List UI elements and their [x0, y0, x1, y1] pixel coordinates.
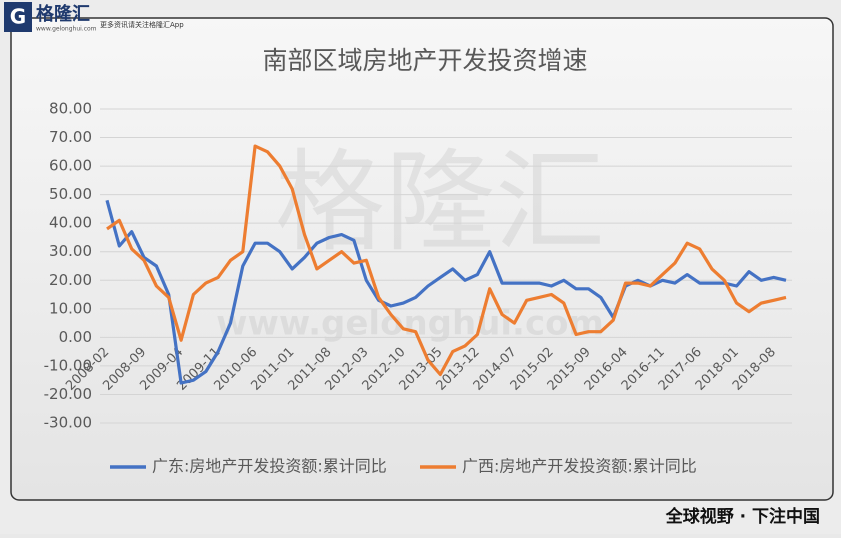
- y-tick-label: 70.00: [49, 128, 92, 146]
- legend-label: 广东:房地产开发投资额:累计同比: [152, 457, 387, 476]
- logo-mark: G: [10, 5, 26, 29]
- series-line: [105, 199, 787, 385]
- footer: 全球视野 · 下注中国: [665, 506, 820, 527]
- logo-site: www.gelonghui.com: [36, 26, 97, 33]
- y-tick-label: 60.00: [49, 157, 92, 175]
- chart-card: [10, 17, 834, 501]
- y-tick-label: 30.00: [49, 242, 92, 260]
- y-tick-label: 10.00: [49, 299, 92, 317]
- slogan: 更多资讯请关注格隆汇App: [100, 20, 184, 29]
- y-tick-label: 50.00: [49, 185, 92, 203]
- y-tick-label: 80.00: [49, 100, 92, 118]
- y-tick-label: -30.00: [44, 414, 92, 432]
- y-tick-label: -20.00: [44, 385, 92, 403]
- chart-title: 南部区域房地产开发投资增速: [262, 46, 587, 75]
- y-tick-label: 40.00: [49, 214, 92, 232]
- logo-text: 格隆汇: [36, 3, 90, 25]
- watermark-site: www.gelonghui.com: [216, 304, 604, 344]
- logo-icon: [4, 2, 32, 32]
- series-line: [106, 144, 787, 377]
- y-tick-label: 20.00: [49, 271, 92, 289]
- legend-label: 广西:房地产开发投资额:累计同比: [462, 457, 697, 476]
- y-tick-label: 0.00: [59, 328, 92, 346]
- y-tick-label: -10.00: [44, 356, 92, 374]
- watermark: 格隆汇: [275, 138, 605, 266]
